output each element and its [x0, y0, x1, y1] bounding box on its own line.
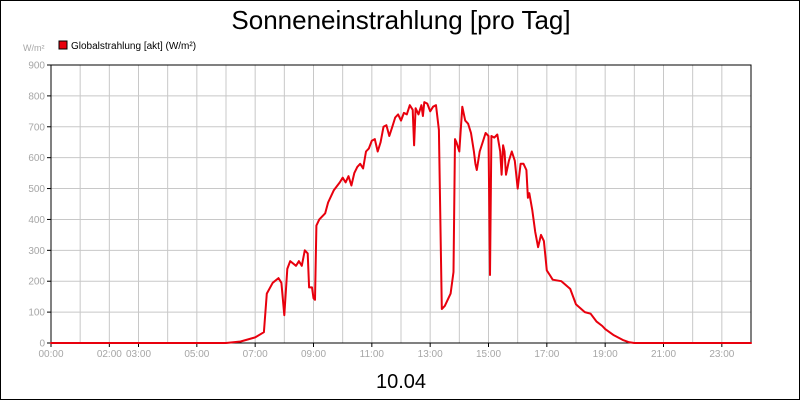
x-axis-ticks: 00:00 02:00 03:00 05:00 07:00 09:00 11:00 13:00… [38, 343, 735, 360]
chart-title: Sonneneinstrahlung [pro Tag] [231, 5, 570, 35]
x-tick-label-07:00: 07:00 [243, 349, 268, 360]
chart-date-label: 10.04 [376, 371, 426, 393]
y-tick-label-400: 400 [28, 215, 45, 226]
series-line-0 [50, 101, 752, 344]
y-axis-ticks: 0 100 200 300 400 500 600 700 800 900 [28, 61, 51, 350]
y-tick-label-0: 0 [39, 339, 45, 350]
y-axis-unit-label: W/m² [23, 43, 45, 53]
x-tick-label-19:00: 19:00 [593, 349, 618, 360]
y-tick-label-300: 300 [28, 246, 45, 257]
y-tick-label-600: 600 [28, 153, 45, 164]
x-tick-label-21:00: 21:00 [651, 349, 676, 360]
plot-area-border [50, 64, 752, 344]
y-tick-label-200: 200 [28, 277, 45, 288]
y-tick-label-700: 700 [28, 122, 45, 133]
y-tick-label-900: 900 [28, 61, 45, 72]
x-tick-label-11:00: 11:00 [360, 349, 385, 360]
grid [50, 64, 752, 344]
x-tick-label-05:00: 05:00 [184, 349, 209, 360]
x-tick-label-23:00: 23:00 [709, 349, 734, 360]
x-tick-label-03:00: 03:00 [126, 349, 151, 360]
x-tick-label-09:00: 09:00 [301, 349, 326, 360]
legend-label-globalstrahlung: Globalstrahlung [akt] (W/m²) [71, 41, 196, 52]
x-tick-label-17:00: 17:00 [534, 349, 559, 360]
x-tick-label-00:00: 00:00 [38, 349, 63, 360]
y-tick-label-100: 100 [28, 308, 45, 319]
x-tick-label-15:00: 15:00 [476, 349, 501, 360]
x-tick-label-13:00: 13:00 [418, 349, 443, 360]
legend-swatch-globalstrahlung [58, 40, 68, 50]
y-tick-label-800: 800 [28, 91, 45, 102]
y-tick-label-500: 500 [28, 184, 45, 195]
series-layer [50, 101, 752, 344]
x-tick-label-02:00: 02:00 [97, 349, 122, 360]
legend: Globalstrahlung [akt] (W/m²) [58, 40, 196, 52]
